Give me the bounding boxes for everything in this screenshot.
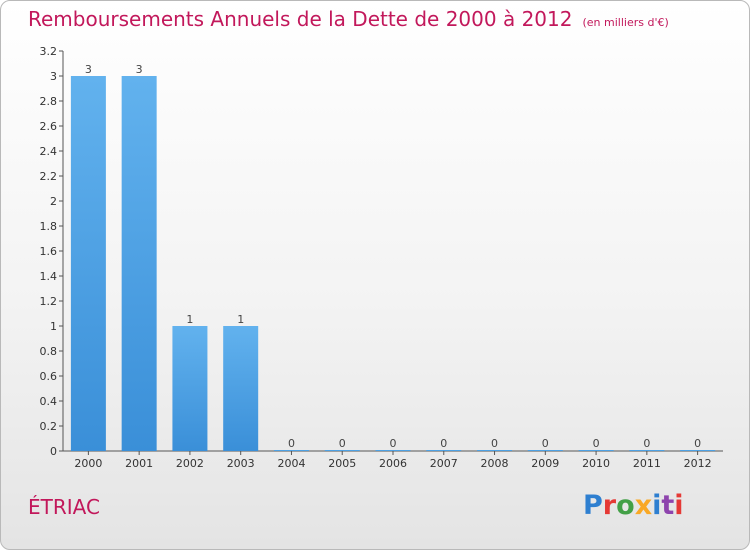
y-tick-label: 0.4 xyxy=(40,395,58,408)
chart-title: Remboursements Annuels de la Dette de 20… xyxy=(28,7,669,31)
bar xyxy=(172,326,208,451)
x-tick-label: 2000 xyxy=(74,457,102,470)
x-tick-label: 2003 xyxy=(227,457,255,470)
y-tick-label: 0.8 xyxy=(40,345,58,358)
logo-letter: o xyxy=(616,490,635,521)
y-tick-label: 1.8 xyxy=(40,220,58,233)
logo-letter: i xyxy=(674,490,684,521)
bar-value-label: 0 xyxy=(390,437,397,450)
bar xyxy=(375,450,411,451)
logo-letter: r xyxy=(602,490,617,521)
commune-name: ÉTRIAC xyxy=(28,495,100,519)
y-tick-label: 1.6 xyxy=(40,245,58,258)
y-tick-label: 2.2 xyxy=(40,170,58,183)
bar-value-label: 0 xyxy=(643,437,650,450)
bar xyxy=(273,450,309,451)
bar-value-label: 0 xyxy=(440,437,447,450)
x-tick-label: 2002 xyxy=(176,457,204,470)
proxiti-logo: Proxiti xyxy=(583,490,684,521)
bar-value-label: 0 xyxy=(288,437,295,450)
x-tick-label: 2007 xyxy=(430,457,458,470)
logo-letter: x xyxy=(634,490,653,521)
bar xyxy=(629,450,665,451)
bar xyxy=(223,326,259,451)
x-tick-label: 2004 xyxy=(277,457,305,470)
bar-value-label: 0 xyxy=(339,437,346,450)
y-tick-label: 2.6 xyxy=(40,120,58,133)
bar-value-label: 0 xyxy=(491,437,498,450)
x-tick-label: 2011 xyxy=(633,457,661,470)
bar-value-label: 0 xyxy=(694,437,701,450)
bar xyxy=(70,76,106,451)
x-tick-label: 2008 xyxy=(481,457,509,470)
chart-title-text: Remboursements Annuels de la Dette de 20… xyxy=(28,7,573,31)
bar-value-label: 3 xyxy=(85,63,92,76)
x-tick-label: 2005 xyxy=(328,457,356,470)
x-tick-label: 2006 xyxy=(379,457,407,470)
bar-value-label: 0 xyxy=(593,437,600,450)
bar xyxy=(578,450,614,451)
bar xyxy=(527,450,563,451)
bar xyxy=(680,450,716,451)
x-tick-label: 2001 xyxy=(125,457,153,470)
y-tick-label: 3 xyxy=(50,70,57,83)
chart-unit: (en milliers d'€) xyxy=(582,16,669,29)
x-tick-label: 2009 xyxy=(531,457,559,470)
bar-value-label: 1 xyxy=(237,313,244,326)
y-tick-label: 2.4 xyxy=(40,145,58,158)
logo-letter: i xyxy=(652,490,662,521)
logo-letter: P xyxy=(583,490,603,521)
y-tick-label: 2.8 xyxy=(40,95,58,108)
bar xyxy=(121,76,157,451)
bar-value-label: 3 xyxy=(136,63,143,76)
y-tick-label: 0 xyxy=(50,445,57,458)
y-tick-label: 0.2 xyxy=(40,420,58,433)
y-tick-label: 3.2 xyxy=(40,45,58,58)
x-tick-label: 2010 xyxy=(582,457,610,470)
bar xyxy=(477,450,513,451)
logo-letter: t xyxy=(661,490,675,521)
y-tick-label: 1.4 xyxy=(40,270,58,283)
x-tick-label: 2012 xyxy=(684,457,712,470)
bar xyxy=(324,450,360,451)
y-tick-label: 1 xyxy=(50,320,57,333)
bar xyxy=(426,450,462,451)
y-tick-label: 2 xyxy=(50,195,57,208)
bar-value-label: 0 xyxy=(542,437,549,450)
y-tick-label: 1.2 xyxy=(40,295,58,308)
bar-value-label: 1 xyxy=(186,313,193,326)
y-tick-label: 0.6 xyxy=(40,370,58,383)
